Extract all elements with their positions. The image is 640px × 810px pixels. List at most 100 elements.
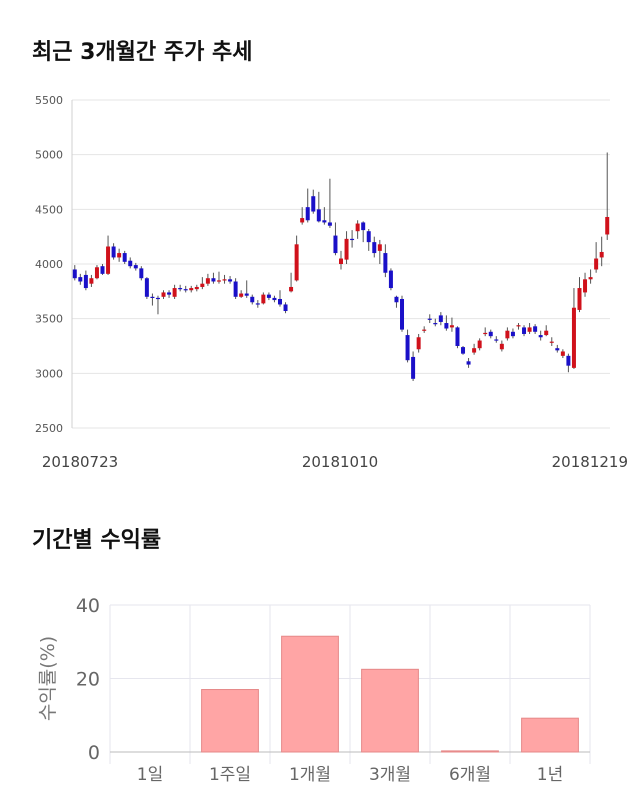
candle [161,290,166,299]
candle-body [449,325,454,328]
candle-body [505,330,510,339]
candle [311,189,316,214]
candle-body [211,278,216,282]
candle [499,340,504,352]
candle [560,349,565,359]
return-bar [361,668,419,753]
candle-body [316,209,321,222]
candle [372,236,377,258]
candle-body [139,268,144,279]
candle [400,295,405,332]
candle-body [355,223,360,232]
candle-body [344,238,349,260]
candle-body [566,355,571,366]
candle-body [261,294,266,304]
candle-y-tick-label: 5000 [35,149,63,162]
candle [394,295,399,308]
candle [544,325,549,337]
candle-body [400,298,405,330]
candle-body [405,335,410,361]
candle-body [422,329,427,331]
candle-body [72,269,77,279]
candle-body [461,347,466,354]
bar-x-tick-label: 1개월 [289,765,331,785]
candle-body [83,274,88,289]
candle-y-tick-label: 3500 [35,313,63,326]
candle-body [183,289,188,291]
candle [344,231,349,264]
candle [272,295,277,303]
candle-body [488,331,493,337]
candle-body [361,222,366,231]
candle-body [244,293,249,296]
candle-body [122,253,127,262]
candle-body [144,278,149,297]
period-return-title: 기간별 수익률 [32,528,162,553]
candle [300,207,305,225]
candle-x-tick-label: 20181010 [302,453,378,471]
candle-body [533,326,538,332]
candle [89,274,94,287]
candle-body [377,244,382,251]
candle [577,277,582,313]
candle-body [255,303,260,305]
candle [339,250,343,270]
candle-body [161,292,166,297]
candle [144,277,149,299]
candle [327,178,332,228]
candle-body [433,323,438,325]
candle-body [522,327,527,334]
candle [250,294,255,305]
candle-body [128,260,133,267]
bar-y-axis-label: 수익률(%) [37,636,59,721]
bar-y-tick-label: 0 [88,742,100,764]
candle [167,290,172,298]
candle [466,358,471,368]
candle [211,272,216,284]
candle [588,269,593,284]
candle [294,235,299,282]
bar-x-tick-label: 1일 [137,765,163,785]
candle-body [133,265,138,269]
candle-body [583,279,588,293]
candle-x-tick-labels: 20180723 20181010 20181219 [42,453,628,471]
candle-body [588,277,593,280]
candle-body [527,327,532,332]
candle [316,191,321,223]
candle [477,338,482,351]
bar-x-tick-label: 6개월 [449,765,491,785]
candle-body [172,288,177,297]
candle-body [549,341,554,343]
candle [222,274,227,284]
candle [571,288,576,369]
candle-body [394,296,399,303]
candle [455,326,460,349]
candle [422,326,427,333]
candle [228,276,233,284]
candle-body [272,297,277,301]
candle [133,262,138,271]
candle [255,300,260,308]
candle [117,248,122,262]
candle-body [205,278,210,284]
candle [333,222,338,256]
candle [505,327,510,341]
candle-body [194,286,199,290]
candle-body [427,318,432,320]
candle-body [594,258,599,270]
candle-body [150,296,155,298]
candle-body [366,231,371,243]
bar-gridlines [109,604,591,764]
bar-x-tick-label: 1년 [537,765,563,785]
candle [549,337,554,346]
candle-body [516,325,521,327]
candle-body [416,337,421,350]
candle-body [444,323,449,329]
bar-x-tick-labels: 1일 1주일 1개월 3개월 6개월 1년 [137,765,563,785]
candle [427,314,432,324]
candle-body [250,296,255,303]
price-trend-title: 최근 3개월간 주가 추세 [32,40,253,65]
candle-body [599,251,604,258]
